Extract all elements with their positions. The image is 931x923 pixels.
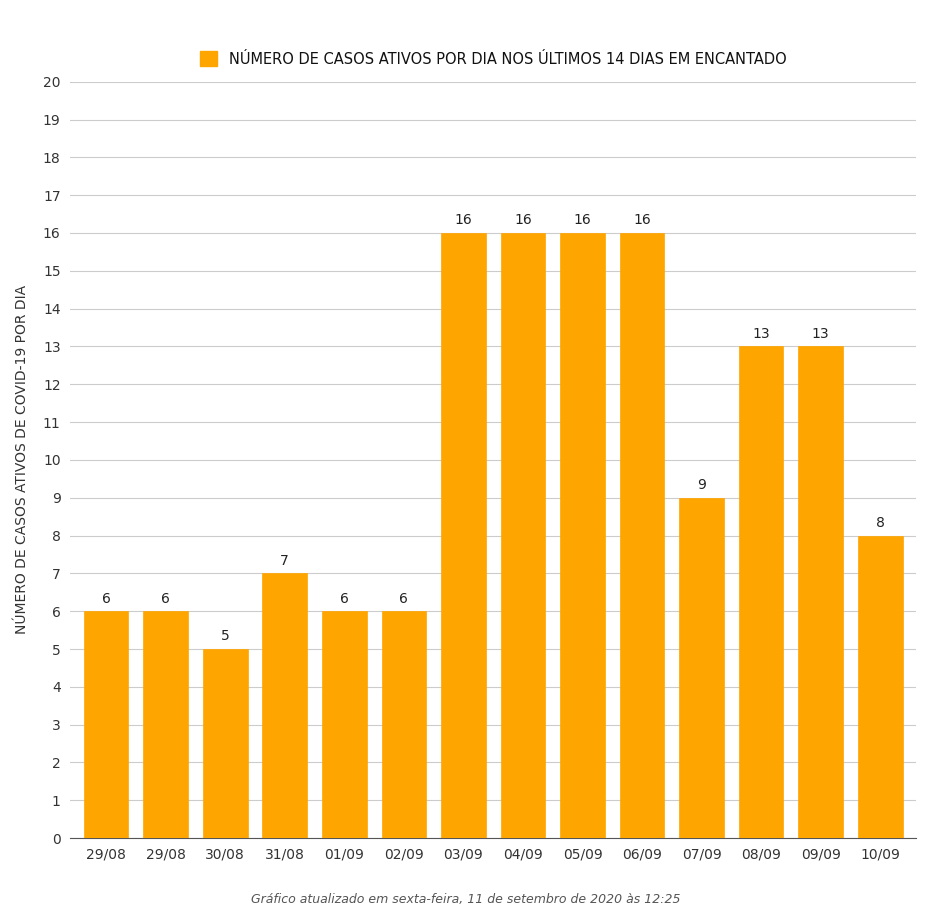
Text: 13: 13 [752,327,770,341]
Bar [203,649,248,838]
Text: 6: 6 [161,592,170,605]
Bar [263,573,307,838]
Bar [799,346,843,838]
Text: 16: 16 [633,213,651,227]
Text: 16: 16 [454,213,472,227]
Bar [739,346,784,838]
Bar [680,497,724,838]
Text: 7: 7 [280,554,290,568]
Text: 5: 5 [221,629,230,643]
Text: 13: 13 [812,327,830,341]
Bar [560,233,605,838]
Text: 16: 16 [573,213,591,227]
Bar [84,611,128,838]
Bar [322,611,367,838]
Bar [858,535,902,838]
Text: 8: 8 [876,516,884,530]
Text: 6: 6 [399,592,409,605]
Text: 6: 6 [340,592,349,605]
Text: Gráfico atualizado em sexta-feira, 11 de setembro de 2020 às 12:25: Gráfico atualizado em sexta-feira, 11 de… [250,893,681,906]
Bar [441,233,486,838]
Text: 6: 6 [101,592,111,605]
Text: 9: 9 [697,478,706,492]
Y-axis label: NÚMERO DE CASOS ATIVOS DE COVID-19 POR DIA: NÚMERO DE CASOS ATIVOS DE COVID-19 POR D… [15,285,29,634]
Bar [143,611,188,838]
Bar [620,233,665,838]
Legend: NÚMERO DE CASOS ATIVOS POR DIA NOS ÚLTIMOS 14 DIAS EM ENCANTADO: NÚMERO DE CASOS ATIVOS POR DIA NOS ÚLTIM… [200,52,787,66]
Text: 16: 16 [514,213,532,227]
Bar [382,611,426,838]
Bar [501,233,546,838]
